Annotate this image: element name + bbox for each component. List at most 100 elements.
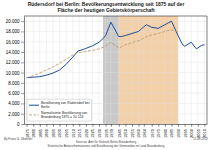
footer-note-line: 12.08.2022 bbox=[193, 137, 208, 141]
y-tick: 4.000 bbox=[8, 101, 24, 106]
grid-line-x bbox=[204, 16, 205, 124]
x-tick-mark bbox=[92, 124, 93, 127]
series-line bbox=[27, 30, 178, 78]
y-tick: 16.000 bbox=[6, 40, 24, 45]
footer-note-line: Statistische Ämterinformationen und Bevö… bbox=[48, 144, 165, 148]
grid-line-x bbox=[118, 16, 119, 124]
y-tick-mark bbox=[21, 52, 24, 53]
y-tick-mark bbox=[21, 21, 24, 22]
grid-line-y bbox=[24, 124, 207, 125]
grid-line-x bbox=[184, 16, 185, 124]
x-tick: 1885 bbox=[38, 124, 43, 138]
x-tick-label: 1990 bbox=[176, 128, 181, 138]
y-tick-label: 6.000 bbox=[8, 91, 20, 96]
series-line bbox=[27, 21, 205, 78]
grid-line-x bbox=[158, 16, 159, 124]
x-tick: 1975 bbox=[156, 124, 161, 138]
x-tick-label: 1975 bbox=[156, 128, 161, 138]
x-tick-label: 1960 bbox=[136, 128, 141, 138]
x-tick-mark bbox=[40, 124, 41, 127]
x-tick-mark bbox=[152, 124, 153, 127]
footer-note-line: By Franz G. Überfuhr bbox=[4, 137, 33, 141]
footer-note: By Franz G. Überfuhr bbox=[4, 137, 33, 141]
grid-line-y bbox=[24, 93, 207, 94]
y-axis: 0 2.000 4.000 6.000 8.000 10.000 12.000 14.000 1… bbox=[6, 17, 25, 127]
y-tick-label: 10.000 bbox=[6, 71, 20, 76]
y-tick-label: 14.000 bbox=[6, 50, 20, 55]
x-tick: 1980 bbox=[163, 124, 168, 138]
y-tick-label: 18.000 bbox=[6, 29, 20, 34]
y-tick-mark bbox=[21, 62, 24, 63]
footer-note: Sources: Amt für Statistik Berlin-Brande… bbox=[48, 140, 165, 148]
x-tick-mark bbox=[165, 124, 166, 127]
x-tick: 1895 bbox=[51, 124, 56, 138]
legend: Bevölkerung von Rüdersdorf beiBerlin Norm… bbox=[27, 99, 92, 121]
x-tick: 1964 bbox=[142, 124, 147, 138]
x-tick-label: 1935 bbox=[104, 128, 109, 138]
legend-label: Bevölkerung von Rüdersdorf beiBerlin bbox=[41, 101, 90, 109]
y-tick: 2.000 bbox=[8, 112, 24, 117]
x-tick-mark bbox=[27, 124, 28, 127]
x-tick-mark bbox=[171, 124, 172, 127]
grid-line-x bbox=[164, 16, 165, 124]
y-axis-line bbox=[24, 17, 25, 125]
x-tick: 1890 bbox=[44, 124, 49, 138]
x-tick-mark bbox=[185, 124, 186, 127]
x-tick: 1900 bbox=[57, 124, 62, 138]
x-axis: 1875188018851890189519001905191019151920… bbox=[25, 124, 208, 138]
x-tick-mark bbox=[73, 124, 74, 127]
grid-line-x bbox=[125, 16, 126, 124]
y-tick-mark bbox=[21, 31, 24, 32]
y-tick-mark bbox=[21, 42, 24, 43]
x-tick: 1960 bbox=[136, 124, 141, 138]
x-tick-label: 1985 bbox=[169, 128, 174, 138]
legend-handle bbox=[29, 105, 39, 106]
legend-box bbox=[27, 99, 92, 121]
x-tick: 1915 bbox=[77, 124, 82, 138]
grid-line-x bbox=[171, 16, 172, 124]
x-tick-mark bbox=[178, 124, 179, 127]
x-tick-label: 1995 bbox=[183, 128, 188, 138]
x-tick-label: 1939 bbox=[109, 128, 114, 138]
x-tick-label: 1885 bbox=[38, 128, 43, 138]
x-tick-mark bbox=[66, 124, 67, 127]
y-tick-mark bbox=[21, 83, 24, 84]
grid-line-x bbox=[138, 16, 139, 124]
y-tick-mark bbox=[21, 73, 24, 74]
x-tick: 1920 bbox=[84, 124, 89, 138]
x-tick: 1990 bbox=[176, 124, 181, 138]
x-tick-label: 1900 bbox=[57, 128, 62, 138]
x-tick-mark bbox=[191, 124, 192, 127]
legend-label: Normalisierte Bevölkerung vonBrandenburg… bbox=[41, 111, 87, 119]
y-tick: 14.000 bbox=[6, 50, 24, 55]
x-tick: 1970 bbox=[150, 124, 155, 138]
x-tick-mark bbox=[204, 124, 205, 127]
y-tick: 18.000 bbox=[6, 29, 24, 34]
x-tick: 1939 bbox=[109, 124, 114, 138]
x-axis-line bbox=[25, 124, 208, 125]
y-tick-label: 12.000 bbox=[6, 60, 20, 65]
x-tick-mark bbox=[119, 124, 120, 127]
y-tick-label: 0 bbox=[17, 122, 20, 127]
grid-line-x bbox=[110, 16, 111, 124]
grid-line-y bbox=[24, 52, 207, 53]
chart: 1875188018851890189519001905191019151920… bbox=[0, 0, 212, 150]
x-tick: 1925 bbox=[90, 124, 95, 138]
x-tick: 1945 bbox=[117, 124, 122, 138]
grid-line-y bbox=[24, 21, 207, 22]
x-tick-mark bbox=[111, 124, 112, 127]
grid-line-x bbox=[143, 16, 144, 124]
y-tick: 8.000 bbox=[8, 81, 24, 86]
grid-line-x bbox=[131, 16, 132, 124]
x-tick-label: 1930 bbox=[97, 128, 102, 138]
x-tick-label: 1915 bbox=[77, 128, 82, 138]
grid-line-x bbox=[99, 16, 100, 124]
plot-frame bbox=[207, 16, 208, 124]
plot-area bbox=[24, 16, 207, 124]
y-tick-mark bbox=[21, 114, 24, 115]
title-line: Fläche der heutigen Gebietskörperschaft bbox=[57, 7, 155, 13]
x-tick-mark bbox=[46, 124, 47, 127]
x-tick-label: 1925 bbox=[90, 128, 95, 138]
y-tick: 6.000 bbox=[8, 91, 24, 96]
plot-frame bbox=[24, 16, 207, 17]
